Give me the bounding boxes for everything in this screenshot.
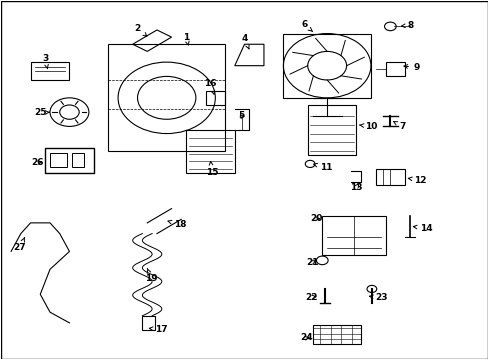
Bar — [30, 62, 69, 80]
Text: 11: 11 — [313, 163, 332, 172]
Text: 17: 17 — [149, 325, 168, 334]
Bar — [385, 62, 404, 76]
Text: 10: 10 — [359, 122, 376, 131]
Text: 8: 8 — [401, 21, 413, 30]
Text: 7: 7 — [393, 122, 405, 131]
Text: 24: 24 — [300, 333, 312, 342]
Text: 19: 19 — [144, 268, 157, 283]
Bar — [50, 153, 67, 167]
Text: 2: 2 — [134, 24, 146, 36]
Text: 20: 20 — [310, 214, 322, 223]
Bar — [72, 153, 84, 167]
Text: 15: 15 — [205, 161, 218, 177]
Bar — [142, 316, 154, 330]
Text: 3: 3 — [42, 54, 48, 69]
Bar — [45, 148, 94, 173]
Text: 18: 18 — [167, 220, 186, 229]
Text: 4: 4 — [241, 35, 248, 49]
Text: 13: 13 — [349, 183, 362, 192]
Text: 27: 27 — [14, 238, 26, 252]
Text: 25: 25 — [34, 108, 49, 117]
Bar — [322, 216, 385, 255]
Bar — [186, 130, 234, 173]
Text: 14: 14 — [412, 224, 432, 233]
Text: 12: 12 — [407, 176, 426, 185]
Text: 5: 5 — [238, 111, 244, 120]
Text: 21: 21 — [305, 258, 318, 267]
Bar — [375, 169, 404, 185]
Text: 1: 1 — [183, 33, 189, 45]
Text: 26: 26 — [32, 158, 44, 167]
Bar — [307, 105, 356, 155]
Text: 16: 16 — [204, 79, 216, 94]
Text: 23: 23 — [368, 293, 387, 302]
Bar — [312, 325, 361, 344]
Text: 9: 9 — [403, 63, 420, 72]
Text: 22: 22 — [305, 293, 317, 302]
Bar — [205, 91, 224, 105]
Text: 6: 6 — [301, 20, 312, 31]
